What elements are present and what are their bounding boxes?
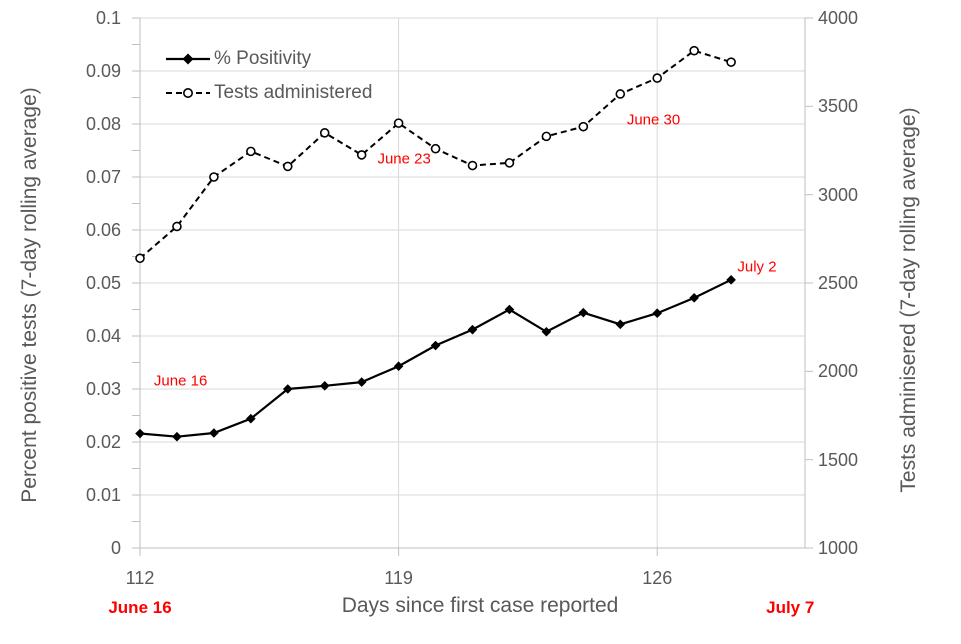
- x-tick-label: 126: [642, 568, 673, 588]
- y-left-tick-label: 0.09: [85, 61, 121, 81]
- legend-label-positivity: % Positivity: [214, 48, 312, 69]
- y-right-tick-label: 2000: [818, 361, 859, 382]
- tests-data-point-marker: [689, 45, 699, 56]
- positivity-data-point-marker: [172, 431, 182, 442]
- y-axis-title-right: Tests adminisered (7-day rolling average…: [897, 107, 920, 493]
- positivity-data-point-marker: [393, 361, 404, 372]
- y-left-tick-label: 0.07: [85, 167, 121, 187]
- tests-data-point-marker: [578, 121, 589, 132]
- y-left-tick-label: 0.1: [95, 8, 121, 28]
- tests-data-point-marker: [356, 150, 367, 160]
- date-annotation: June 30: [626, 111, 681, 129]
- y-right-tick-label: 2500: [818, 273, 859, 293]
- positivity-data-point-marker: [430, 340, 441, 351]
- tests-data-point-marker: [172, 221, 182, 232]
- y-left-tick-label: 0.01: [85, 485, 121, 505]
- y-left-tick-label: 0.04: [85, 326, 121, 346]
- positivity-data-point-marker: [504, 304, 515, 315]
- date-annotation: July 2: [737, 258, 777, 276]
- y-left-tick-label: 0: [110, 538, 121, 558]
- positivity-data-point-marker: [726, 275, 736, 285]
- y-right-tick-label: 3500: [818, 96, 859, 117]
- positivity-data-point-marker: [689, 293, 699, 303]
- positivity-data-point-marker: [652, 308, 663, 319]
- tests-data-point-marker: [726, 57, 736, 67]
- legend-label-tests: Tests administered: [214, 82, 373, 103]
- positivity-data-point-marker: [467, 324, 478, 335]
- date-annotation: June 23: [377, 150, 431, 168]
- positivity-data-point-marker: [356, 377, 367, 387]
- date-axis-annotation: July 7: [766, 598, 815, 617]
- tests-data-point-marker: [504, 158, 515, 168]
- tests-data-point-marker: [209, 172, 219, 182]
- y-axis-title-left: Percent positive tests (7-day rolling av…: [18, 87, 41, 503]
- positivity-data-point-marker: [578, 307, 589, 318]
- y-left-tick-label: 0.03: [85, 379, 121, 399]
- tests-data-point-marker: [246, 146, 256, 157]
- tests-data-point-marker: [467, 160, 478, 171]
- y-left-tick-label: 0.05: [85, 273, 121, 293]
- y-right-tick-label: 4000: [818, 8, 859, 28]
- y-right-tick-label: 3000: [818, 184, 859, 205]
- date-annotation: June 16: [153, 372, 208, 390]
- tests-data-point-marker: [615, 89, 626, 99]
- y-right-tick-label: 1500: [818, 449, 859, 470]
- legend-item-tests: Tests administered: [166, 76, 372, 110]
- date-axis-annotation: June 16: [108, 598, 172, 617]
- y-right-tick-label: 1000: [818, 538, 859, 558]
- legend-item-positivity: % Positivity: [166, 42, 372, 76]
- tests-data-point-marker: [652, 73, 663, 83]
- positivity-line: [139, 278, 732, 438]
- solid-line-diamond-marker-icon: [166, 53, 210, 65]
- tests-data-point-marker: [135, 253, 145, 264]
- legend: % Positivity Tests administered: [166, 42, 372, 110]
- dashed-line-circle-marker-icon: [166, 88, 210, 98]
- x-tick-label: 112: [125, 568, 155, 588]
- positivity-data-point-marker: [282, 384, 293, 394]
- positivity-data-point-marker: [319, 381, 330, 391]
- positivity-data-point-marker: [615, 319, 626, 330]
- positivity-data-point-marker: [209, 428, 219, 438]
- positivity-data-point-marker: [246, 413, 256, 424]
- x-tick-label: 119: [384, 568, 413, 588]
- positivity-data-point-marker: [541, 326, 552, 337]
- tests-data-point-marker: [319, 128, 330, 138]
- y-left-tick-label: 0.06: [85, 220, 121, 240]
- tests-data-point-marker: [430, 143, 441, 154]
- positivity-data-point-marker: [135, 428, 145, 439]
- tests-data-point-marker: [393, 118, 404, 128]
- x-axis-title: Days since first case reported: [341, 594, 619, 617]
- tests-data-point-marker: [541, 131, 552, 142]
- y-left-tick-label: 0.08: [85, 114, 121, 134]
- tests-data-point-marker: [282, 161, 293, 172]
- y-left-tick-label: 0.02: [85, 432, 121, 452]
